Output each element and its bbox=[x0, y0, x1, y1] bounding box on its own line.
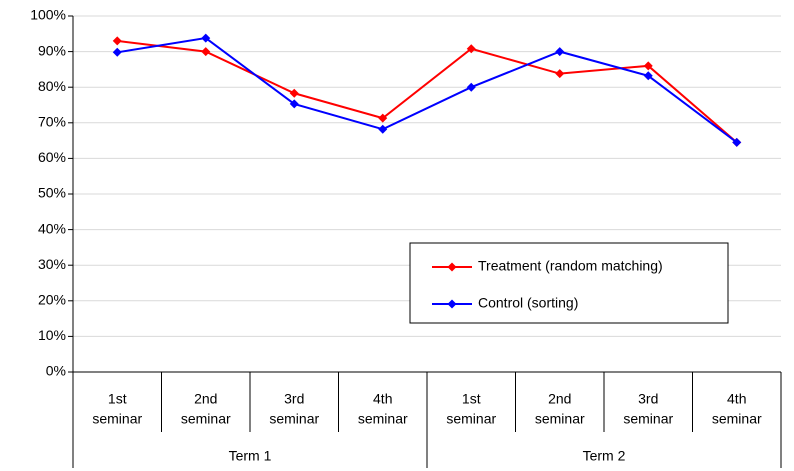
x-tick-label: 3rd bbox=[638, 391, 658, 407]
marker bbox=[201, 47, 211, 57]
legend-label: Treatment (random matching) bbox=[478, 258, 663, 274]
marker bbox=[643, 61, 653, 71]
marker bbox=[289, 88, 299, 98]
x-tick-label: seminar bbox=[712, 411, 762, 427]
marker bbox=[732, 137, 742, 147]
x-tick-label: 2nd bbox=[194, 391, 217, 407]
marker bbox=[112, 47, 122, 57]
marker bbox=[289, 99, 299, 109]
group-label: Term 2 bbox=[583, 448, 626, 464]
line bbox=[117, 39, 738, 144]
legend-box bbox=[409, 242, 729, 324]
legend-label: Control (sorting) bbox=[478, 295, 578, 311]
y-tick-label: 10% bbox=[38, 327, 66, 343]
marker bbox=[112, 36, 122, 46]
y-tick-label: 40% bbox=[38, 220, 66, 236]
line bbox=[117, 37, 738, 144]
y-tick-label: 0% bbox=[46, 363, 66, 379]
marker bbox=[378, 124, 388, 134]
x-tick-label: seminar bbox=[358, 411, 408, 427]
x-tick-label: 1st bbox=[108, 391, 127, 407]
x-tick-label: 4th bbox=[727, 391, 746, 407]
y-tick-label: 20% bbox=[38, 292, 66, 308]
x-tick-label: seminar bbox=[623, 411, 673, 427]
x-tick-label: 2nd bbox=[548, 391, 571, 407]
y-tick-label: 60% bbox=[38, 149, 66, 165]
marker bbox=[466, 82, 476, 92]
y-tick-label: 50% bbox=[38, 185, 66, 201]
y-tick-label: 70% bbox=[38, 114, 66, 130]
y-tick-label: 90% bbox=[38, 42, 66, 58]
x-tick-label: 1st bbox=[462, 391, 481, 407]
x-tick-label: seminar bbox=[269, 411, 319, 427]
marker bbox=[378, 113, 388, 123]
marker bbox=[466, 44, 476, 54]
legend-marker bbox=[447, 299, 457, 309]
marker bbox=[643, 71, 653, 81]
y-tick-label: 80% bbox=[38, 78, 66, 94]
marker bbox=[201, 33, 211, 43]
x-tick-label: 4th bbox=[373, 391, 392, 407]
x-tick-label: seminar bbox=[181, 411, 231, 427]
x-tick-label: seminar bbox=[535, 411, 585, 427]
y-tick-label: 100% bbox=[30, 7, 66, 23]
marker bbox=[555, 69, 565, 79]
marker bbox=[555, 47, 565, 57]
y-tick-label: 30% bbox=[38, 256, 66, 272]
group-label: Term 1 bbox=[229, 448, 272, 464]
legend-marker bbox=[447, 262, 457, 272]
x-tick-label: seminar bbox=[446, 411, 496, 427]
x-tick-label: 3rd bbox=[284, 391, 304, 407]
x-tick-label: seminar bbox=[92, 411, 142, 427]
